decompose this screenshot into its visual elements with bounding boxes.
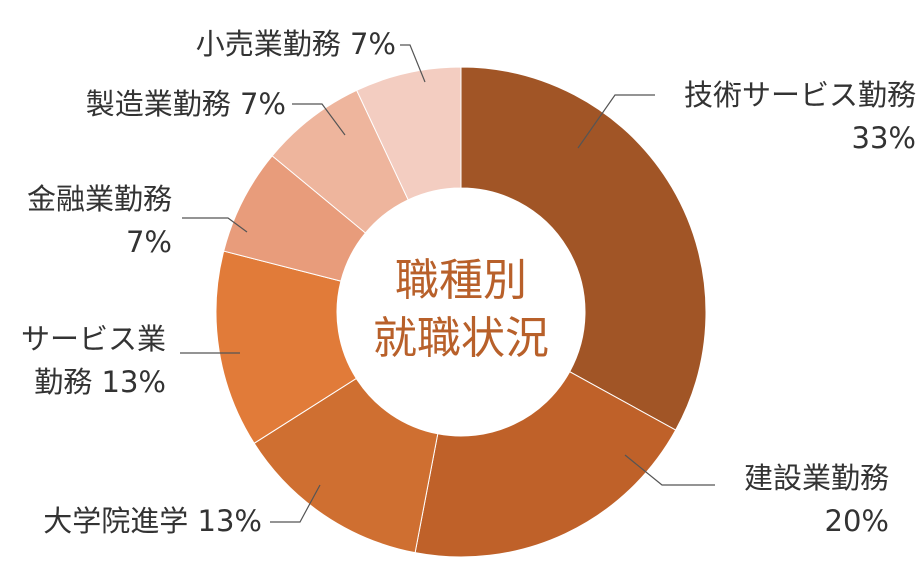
data-label: 製造業勤務 7% [86,83,286,126]
value-label: 20% [824,504,889,538]
category-label: 製造業勤務 [85,87,231,121]
category-label: サービス業 勤務 [20,322,166,399]
leader-line [182,217,248,233]
category-label: 小売業勤務 [195,27,341,61]
donut-segment [460,66,707,431]
category-label: 建設業勤務 [743,461,889,495]
value-label: 33% [851,121,916,155]
data-label: 小売業勤務 7% [196,23,396,66]
data-label: 大学院進学 13% [43,500,262,543]
value-label: 13% [197,504,262,538]
category-label: 大学院進学 [43,504,189,538]
category-label: 技術サービス勤務 [683,78,916,112]
donut-segment [356,66,462,201]
value-label: 13% [101,365,166,399]
data-label: サービス業 勤務 13% [21,318,166,404]
leader-line [577,94,655,149]
leader-line [624,454,715,486]
leader-line [400,44,426,83]
leader-line [270,484,321,523]
leader-line [292,103,346,136]
chart-title: 職種別 就職状況 [373,255,549,364]
data-label: 建設業勤務 20% [744,457,889,543]
value-label: 7% [125,225,172,259]
donut-segment [253,377,439,554]
donut-segment [215,250,357,444]
value-label: 7% [349,27,396,61]
data-label: 金融業勤務 7% [27,178,172,264]
value-label: 7% [239,87,286,121]
donut-segment [414,371,677,558]
data-label: 技術サービス勤務 33% [684,74,916,160]
category-label: 金融業勤務 [26,182,172,216]
